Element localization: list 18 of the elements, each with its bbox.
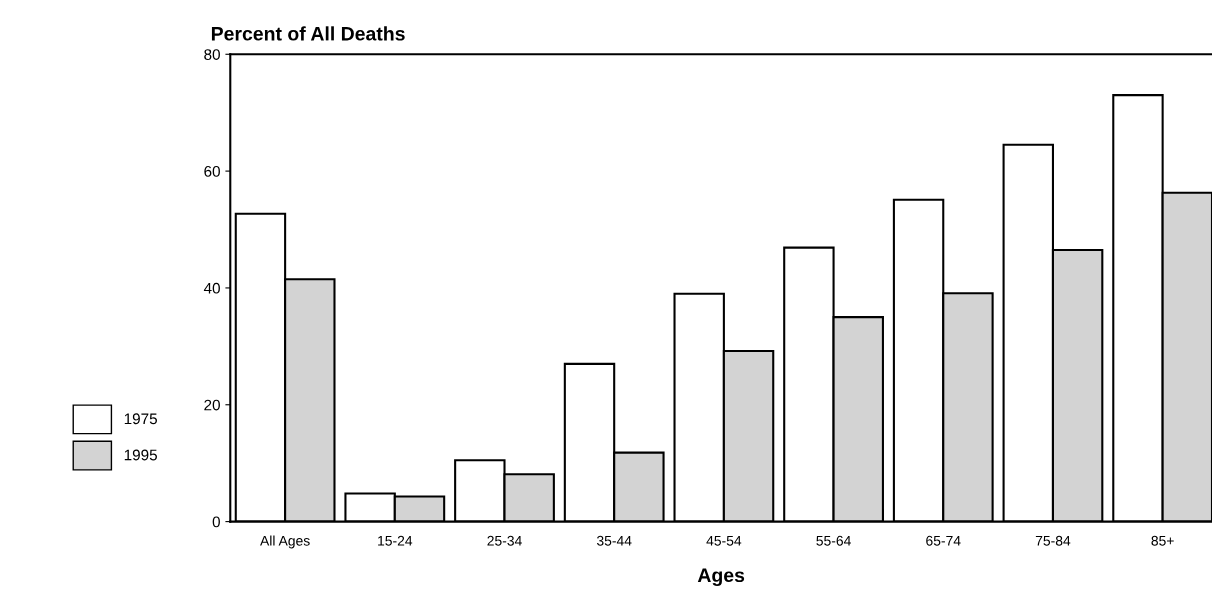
x-tick-label: 55-64 [816, 535, 851, 546]
legend-label: 1995 [124, 449, 157, 461]
y-tick-label: 60 [204, 165, 220, 177]
y-tick-label: 80 [204, 49, 220, 60]
x-tick-label: 85+ [1151, 535, 1174, 546]
y-tick-label: 0 [212, 516, 220, 528]
x-tick-label: 75-84 [1035, 535, 1071, 546]
y-tick-label: 40 [203, 282, 220, 294]
x-tick-label: 25-34 [487, 535, 522, 546]
x-tick-label: 15-24 [378, 535, 413, 546]
legend-label: 1975 [124, 413, 157, 425]
x-tick-label: 45-54 [706, 535, 742, 546]
x-tick-label: 65-74 [926, 535, 961, 546]
chart-title: Percent of All Deaths [211, 26, 405, 41]
y-tick-label: 20 [204, 399, 220, 411]
x-tick-label: 35-44 [596, 535, 632, 546]
x-axis-title: Ages [697, 568, 745, 586]
x-tick-label: All Ages [260, 535, 310, 549]
